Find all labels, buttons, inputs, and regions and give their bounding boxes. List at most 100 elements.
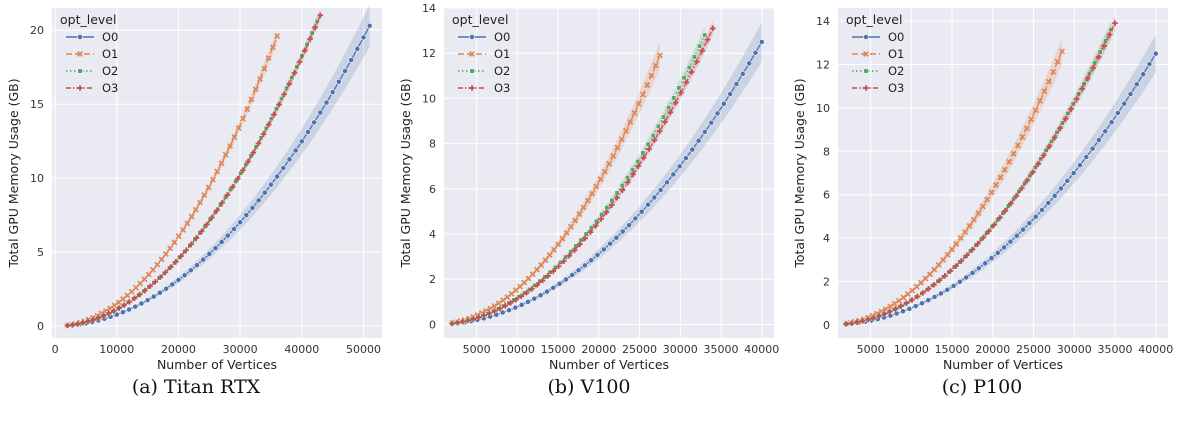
y-tick-label: 8 — [823, 145, 830, 158]
data-point — [1041, 88, 1048, 95]
data-point — [936, 277, 943, 284]
y-tick-label: 0 — [823, 319, 830, 332]
x-tick-label: 50000 — [346, 343, 381, 356]
data-point — [187, 267, 194, 274]
data-point — [896, 297, 902, 304]
data-point — [655, 123, 661, 129]
y-tick-label: 10 — [30, 172, 44, 185]
legend: opt_level O0 O1 O2 O3 — [452, 12, 510, 95]
data-point — [206, 251, 213, 257]
data-point — [132, 284, 139, 291]
data-point — [158, 256, 165, 263]
data-point — [499, 309, 506, 316]
data-point — [569, 272, 576, 278]
data-point — [686, 64, 692, 70]
data-point — [261, 65, 268, 72]
data-point — [465, 317, 471, 324]
data-point — [271, 111, 277, 118]
data-point — [77, 51, 83, 57]
data-point — [1101, 43, 1107, 49]
data-point — [670, 171, 677, 178]
data-point — [919, 300, 925, 307]
data-point — [710, 25, 716, 32]
legend-label: O0 — [102, 30, 118, 44]
data-point — [181, 272, 188, 279]
data-point — [550, 268, 557, 275]
data-point — [184, 220, 191, 227]
data-point — [329, 89, 336, 96]
data-point — [209, 214, 215, 221]
data-point — [1026, 220, 1033, 227]
y-tick-label: 2 — [823, 276, 830, 289]
data-point — [944, 251, 951, 258]
data-point — [702, 32, 708, 38]
data-point — [1096, 137, 1102, 143]
data-point — [502, 302, 509, 309]
data-point — [631, 110, 638, 117]
data-point — [1002, 207, 1009, 214]
legend-label: O1 — [102, 47, 118, 61]
data-point — [953, 263, 959, 269]
data-point — [171, 239, 178, 246]
data-point — [194, 262, 200, 268]
series-o3 — [64, 12, 324, 329]
data-point — [1045, 200, 1052, 206]
data-point — [121, 302, 127, 308]
data-point — [198, 228, 205, 235]
data-point — [116, 305, 122, 311]
data-point — [250, 149, 257, 156]
data-point — [582, 235, 588, 242]
data-point — [1065, 111, 1071, 116]
data-point — [178, 253, 184, 259]
data-point — [994, 250, 1001, 256]
data-point — [898, 303, 904, 309]
data-point — [1062, 115, 1069, 122]
series-o1 — [64, 33, 281, 329]
data-point — [746, 60, 753, 67]
data-point — [547, 269, 553, 275]
data-point — [253, 144, 259, 150]
data-point — [132, 303, 139, 310]
legend-item-o0: O0 — [852, 30, 904, 44]
data-point — [966, 223, 973, 229]
data-point — [95, 315, 102, 321]
chart-caption: (a) Titan RTX — [131, 376, 261, 398]
data-point — [546, 252, 553, 258]
data-point — [317, 12, 324, 19]
data-point — [562, 276, 569, 283]
data-point — [342, 68, 348, 74]
data-point — [454, 319, 461, 326]
data-point — [948, 246, 955, 253]
data-point — [296, 59, 303, 65]
data-point — [147, 283, 153, 290]
legend-label: O3 — [102, 81, 118, 95]
data-point — [1013, 193, 1020, 199]
data-point — [292, 147, 299, 154]
data-point — [699, 47, 706, 54]
data-point — [594, 252, 601, 258]
data-point — [587, 229, 594, 235]
data-point — [947, 268, 954, 274]
data-point — [650, 132, 656, 138]
data-point — [640, 150, 646, 156]
data-point — [986, 228, 992, 235]
data-point — [222, 151, 229, 158]
data-point — [575, 267, 582, 274]
y-tick-label: 6 — [823, 189, 830, 202]
data-point — [566, 253, 573, 259]
y-tick-label: 10 — [816, 102, 830, 115]
data-point — [188, 213, 195, 220]
data-point — [695, 137, 702, 144]
data-point — [1010, 150, 1017, 157]
data-point — [249, 204, 256, 211]
data-point — [219, 199, 226, 206]
data-point — [603, 209, 610, 215]
data-point — [975, 265, 982, 272]
data-point — [588, 225, 594, 231]
legend: opt_level O0 O1 O2 O3 — [846, 12, 904, 95]
data-point — [335, 78, 342, 85]
data-point — [676, 85, 682, 91]
data-point — [1051, 134, 1058, 141]
data-point — [209, 176, 216, 183]
data-point — [224, 192, 231, 198]
